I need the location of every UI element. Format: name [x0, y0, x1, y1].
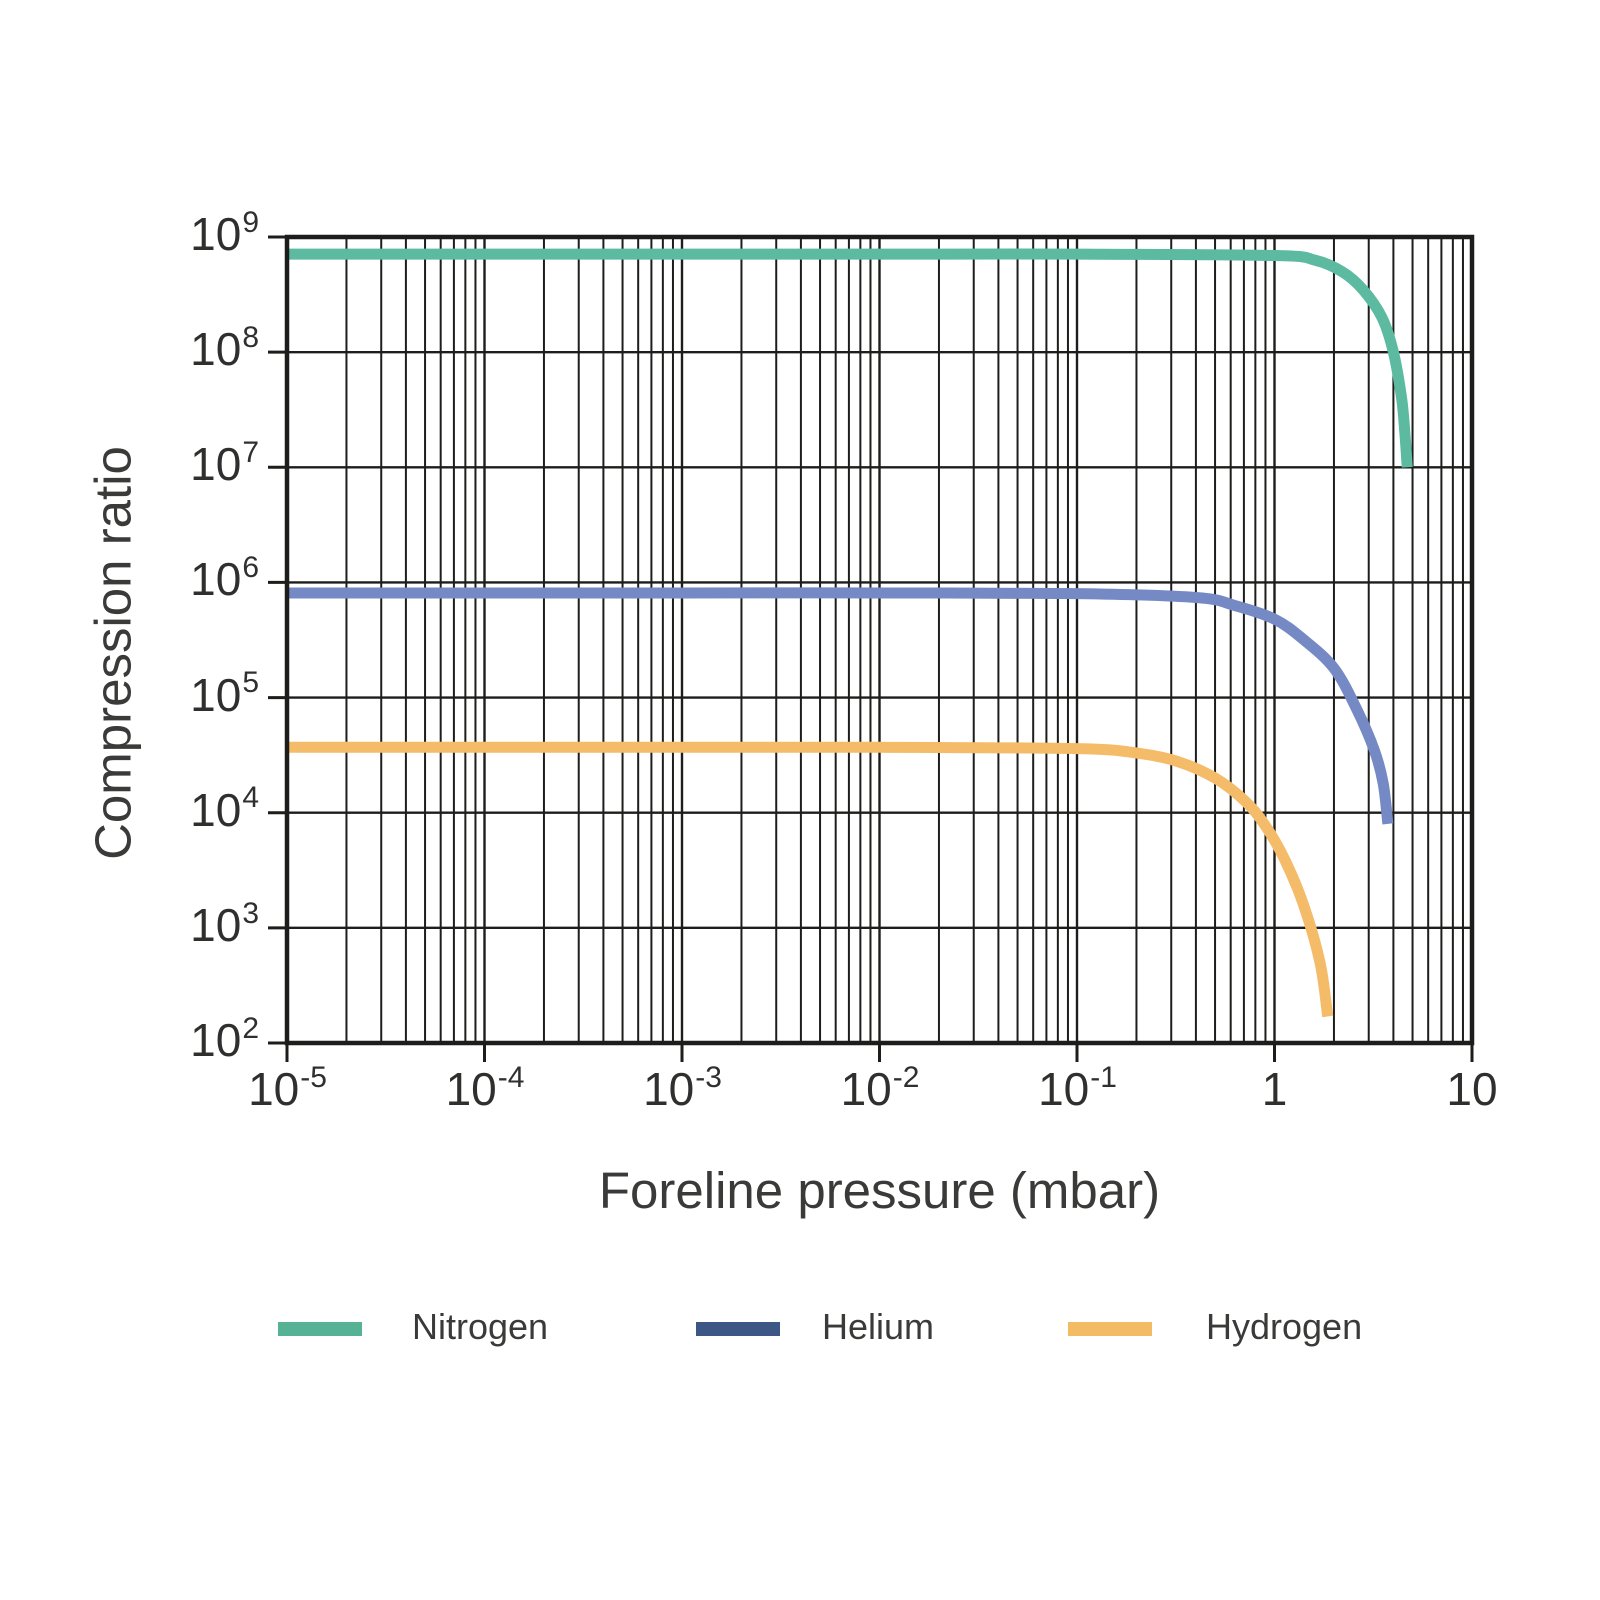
legend-label-nitrogen: Nitrogen [412, 1306, 549, 1347]
y-tick-label: 104 [190, 781, 259, 836]
plot-frame [284, 234, 1475, 1046]
x-tick-label: 10-1 [1038, 1060, 1117, 1115]
legend-label-helium: Helium [822, 1306, 935, 1347]
x-tick-label: 1 [1261, 1063, 1288, 1115]
nitrogen-line-swatch-icon [278, 1322, 362, 1336]
y-axis-title: Compression ratio [84, 446, 142, 860]
y-tick-label: 103 [190, 896, 259, 951]
hydrogen-line-swatch-icon [1068, 1322, 1152, 1336]
hydrogen-curve [287, 741, 1334, 1018]
x-tick-label: 10-2 [840, 1060, 920, 1115]
x-tick-label: 10-4 [445, 1060, 525, 1115]
y-tick-label: 102 [190, 1011, 259, 1066]
x-tick-label: 10-5 [248, 1060, 327, 1115]
y-tick-label: 108 [190, 320, 259, 376]
y-tick-label: 105 [190, 666, 259, 721]
legend-label-hydrogen: Hydrogen [1206, 1306, 1363, 1347]
y-tick-label: 106 [190, 551, 259, 606]
helium-curve [287, 587, 1394, 825]
x-tick-label: 10-3 [643, 1060, 722, 1115]
axis-ticks [268, 235, 1474, 1062]
gridlines [287, 237, 1472, 1043]
y-tick-label: 107 [190, 435, 259, 491]
nitrogen-curve [286, 248, 1413, 468]
x-axis-title: Foreline pressure (mbar) [598, 1162, 1161, 1219]
x-tick-label: 10 [1446, 1063, 1498, 1115]
y-tick-label: 109 [190, 205, 259, 260]
helium-line-swatch-icon [696, 1322, 780, 1336]
